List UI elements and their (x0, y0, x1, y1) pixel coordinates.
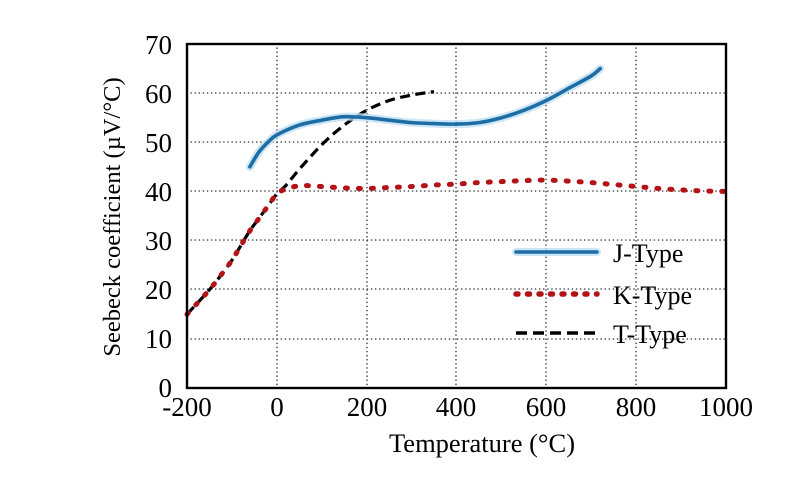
svg-text:Temperature (°C): Temperature (°C) (389, 428, 575, 458)
svg-text:J-Type: J-Type (613, 239, 683, 268)
svg-text:30: 30 (145, 226, 172, 256)
svg-text:200: 200 (347, 392, 388, 422)
svg-text:70: 70 (145, 30, 172, 60)
svg-text:400: 400 (436, 392, 477, 422)
svg-text:60: 60 (145, 79, 172, 109)
svg-text:800: 800 (616, 392, 657, 422)
svg-text:0: 0 (270, 392, 284, 422)
svg-text:600: 600 (526, 392, 567, 422)
svg-text:T-Type: T-Type (613, 320, 687, 349)
svg-text:20: 20 (145, 275, 172, 305)
svg-text:Seebeck coefficient (µV/°C): Seebeck coefficient (µV/°C) (99, 77, 126, 356)
svg-text:1000: 1000 (699, 392, 753, 422)
svg-text:10: 10 (145, 324, 172, 354)
svg-text:50: 50 (145, 128, 172, 158)
svg-text:K-Type: K-Type (613, 281, 692, 310)
svg-text:40: 40 (145, 177, 172, 207)
svg-text:-200: -200 (162, 392, 212, 422)
